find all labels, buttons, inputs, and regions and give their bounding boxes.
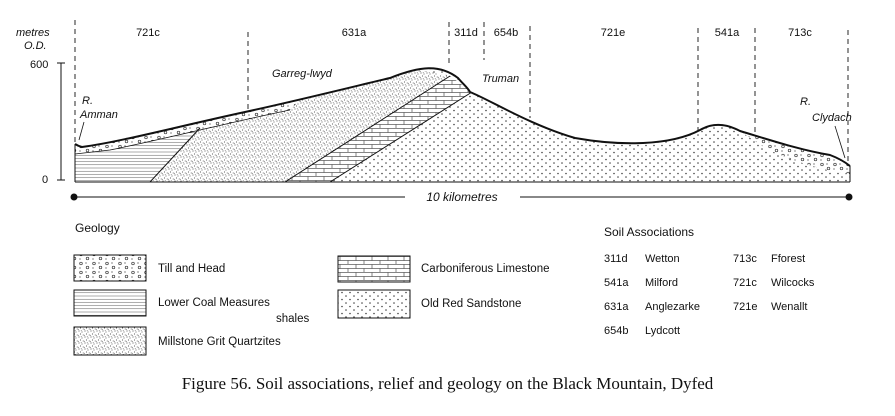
scale-bar: 10 kilometres (70, 190, 853, 204)
soil-associations-legend: Soil Associations 311d Wetton 541a Milfo… (604, 225, 815, 337)
soil-code-label: 721e (601, 27, 625, 39)
terrain-surface-line (74, 67, 851, 167)
soil-code-label: 311d (454, 27, 478, 39)
legend-item-carboniferous-limestone: Carboniferous Limestone (337, 255, 550, 283)
geology-legend-heading: Geology (75, 221, 120, 235)
soil-name: Milford (645, 277, 678, 289)
legend-label: Millstone Grit Quartzites (158, 336, 281, 348)
axis-unit-metres: metres (16, 27, 50, 39)
legend-label: Lower Coal Measures (158, 297, 270, 309)
soil-name: Wetton (645, 253, 680, 265)
legend-item-lower-coal-measures: Lower Coal Measures shales (73, 289, 309, 325)
soil-name: Fforest (771, 253, 805, 265)
soil-code-label: 631a (342, 27, 367, 39)
legend-swatch-coal (73, 289, 147, 317)
soil-code-labels: 721c 631a 311d 654b 721e 541a 713c (136, 27, 812, 39)
place-label-river-clydach-2: Clydach (812, 112, 852, 124)
soil-boundaries (74, 20, 849, 162)
figure-caption: Figure 56. Soil associations, relief and… (181, 374, 714, 393)
soil-code: 311d (604, 253, 628, 265)
legend-swatch-grit (73, 326, 147, 356)
geology-cross-section (75, 68, 850, 182)
soil-code: 713c (733, 253, 757, 265)
soil-legend-heading: Soil Associations (604, 225, 694, 239)
soil-code: 721c (733, 277, 757, 289)
legend-swatch-till (73, 254, 147, 282)
axis-unit-od: O.D. (24, 40, 47, 52)
tick-label-600: 600 (30, 59, 48, 71)
soil-name: Anglezarke (645, 301, 700, 313)
soil-name: Wilcocks (771, 277, 815, 289)
geology-legend: Geology Till and Head Lower Coal Measure… (73, 221, 550, 356)
soil-code-label: 541a (715, 27, 740, 39)
soil-code: 721e (733, 301, 757, 313)
place-label-river-amman-2: Amman (79, 109, 118, 121)
place-label-garreg-lwyd: Garreg-lwyd (272, 68, 333, 80)
soil-code: 541a (604, 277, 629, 289)
soil-code: 631a (604, 301, 629, 313)
legend-item-old-red-sandstone: Old Red Sandstone (337, 289, 521, 319)
scale-bar-label: 10 kilometres (426, 190, 497, 204)
place-label-river-clydach-1: R. (800, 96, 811, 108)
legend-label: Carboniferous Limestone (421, 263, 550, 275)
amman-leader-arrow (78, 121, 85, 141)
clydach-leader-arrow (834, 125, 846, 159)
place-label-river-amman-1: R. (82, 95, 93, 107)
soil-name: Lydcott (645, 325, 680, 337)
legend-label: Old Red Sandstone (421, 298, 521, 310)
legend-item-till-and-head: Till and Head (73, 254, 225, 282)
soil-code: 654b (604, 325, 628, 337)
soil-name: Wenallt (771, 301, 807, 313)
soil-code-label: 654b (494, 27, 518, 39)
place-labels: Garreg-lwyd Truman R. Amman R. Clydach (78, 68, 852, 159)
y-axis: metres O.D. 600 0 (16, 27, 65, 186)
place-label-truman: Truman (482, 73, 519, 85)
legend-swatch-limestone (337, 255, 411, 283)
tick-label-0: 0 (42, 174, 48, 186)
legend-item-millstone-grit: Millstone Grit Quartzites (73, 326, 281, 356)
soil-code-label: 721c (136, 27, 160, 39)
soil-code-label: 713c (788, 27, 812, 39)
legend-label-line2: shales (276, 313, 309, 325)
cross-section-figure: metres O.D. 600 0 721c 631a 311d 654b 72… (16, 20, 853, 356)
legend-swatch-sandstone (337, 289, 411, 319)
legend-label: Till and Head (158, 263, 225, 275)
